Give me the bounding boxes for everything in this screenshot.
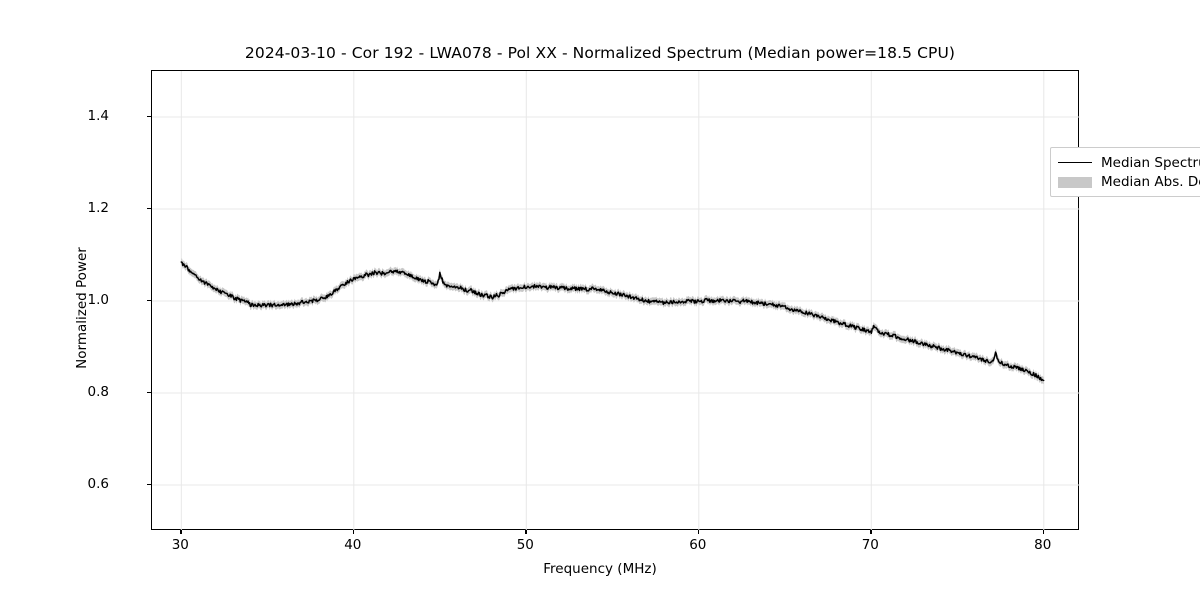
y-axis-label: Normalized Power <box>74 208 90 408</box>
x-tick-mark <box>870 530 871 534</box>
x-tick-label: 70 <box>862 537 879 553</box>
legend-label-median-abs-dev: Median Abs. Dev. <box>1101 174 1200 190</box>
chart-title: 2024-03-10 - Cor 192 - LWA078 - Pol XX -… <box>0 44 1200 62</box>
y-tick-label: 0.8 <box>88 384 109 400</box>
x-axis-label: Frequency (MHz) <box>0 561 1200 577</box>
plot-area: Median Spectrum Median Abs. Dev. <box>151 70 1079 530</box>
y-tick-mark <box>147 116 151 117</box>
legend-item-median-spectrum: Median Spectrum <box>1058 153 1200 172</box>
x-tick-mark <box>525 530 526 534</box>
y-tick-label: 0.6 <box>88 476 109 492</box>
x-tick-mark <box>180 530 181 534</box>
x-tick-mark <box>353 530 354 534</box>
y-tick-mark <box>147 484 151 485</box>
y-tick-mark <box>147 208 151 209</box>
x-tick-label: 30 <box>172 537 189 553</box>
x-tick-mark <box>1043 530 1044 534</box>
legend-label-median-spectrum: Median Spectrum <box>1101 155 1200 171</box>
x-tick-label: 60 <box>689 537 706 553</box>
y-tick-mark <box>147 300 151 301</box>
median-abs-dev-band <box>181 258 1043 384</box>
x-tick-label: 50 <box>517 537 534 553</box>
chart-legend: Median Spectrum Median Abs. Dev. <box>1050 147 1200 197</box>
median-spectrum-line <box>181 262 1043 380</box>
y-tick-label: 1.2 <box>88 200 109 216</box>
x-tick-mark <box>698 530 699 534</box>
x-tick-label: 80 <box>1034 537 1051 553</box>
spectrum-plot-svg <box>152 71 1080 531</box>
y-tick-label: 1.4 <box>88 108 109 124</box>
legend-line-swatch <box>1058 157 1092 169</box>
legend-item-median-abs-dev: Median Abs. Dev. <box>1058 172 1200 191</box>
y-tick-label: 1.0 <box>88 292 109 308</box>
y-tick-mark <box>147 392 151 393</box>
x-tick-label: 40 <box>344 537 361 553</box>
legend-patch-swatch <box>1058 176 1092 188</box>
figure-canvas: 2024-03-10 - Cor 192 - LWA078 - Pol XX -… <box>0 0 1200 600</box>
